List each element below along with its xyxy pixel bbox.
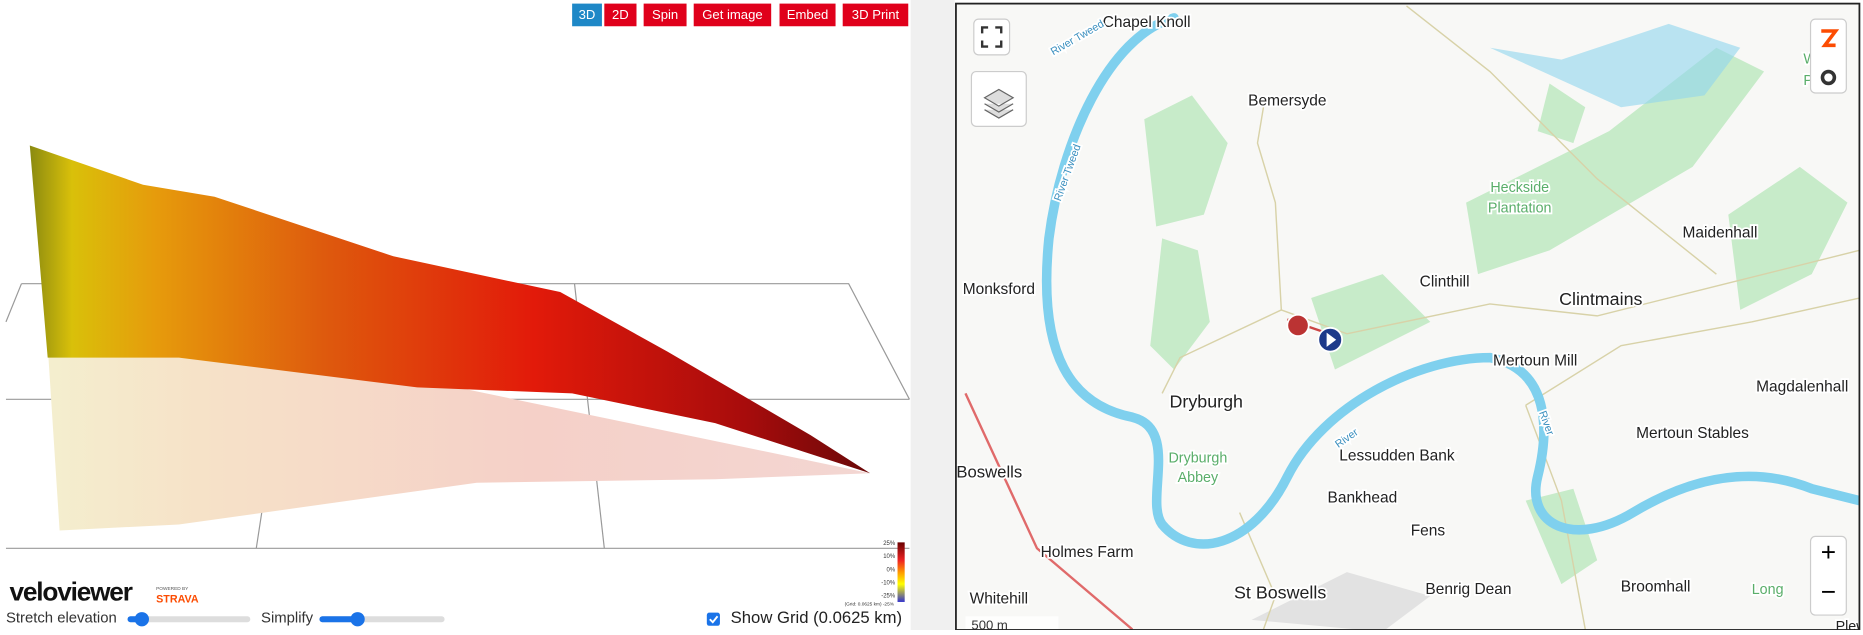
elevation-reflection <box>47 345 871 531</box>
town <box>1251 572 1431 630</box>
scale-bg <box>965 616 1059 630</box>
place-label: Clinthill <box>1420 274 1470 291</box>
toolbar-button-label: 3D <box>579 7 596 22</box>
toolbar-button-label: Embed <box>787 7 829 22</box>
toolbar-button[interactable] <box>693 3 772 27</box>
toolbar-button-label: Get image <box>702 7 762 22</box>
place-label: Dryburgh <box>1168 451 1227 467</box>
place-label: Plew <box>1836 619 1863 630</box>
strava-button[interactable] <box>1821 29 1840 48</box>
toolbar: 3D 2D Spin Get image Embed 3D Print <box>572 3 909 27</box>
place-label: Boswells <box>956 463 1022 482</box>
legend-label: -25% <box>881 594 896 600</box>
place-label: Magdalenhall <box>1756 379 1848 396</box>
legend: 25% 10% 0% -10% -25% <box>881 541 896 599</box>
stretch-slider[interactable] <box>134 612 149 627</box>
divider <box>910 0 955 630</box>
place-label: Long <box>1752 582 1784 598</box>
place-label: Bemersyde <box>1248 92 1326 109</box>
map-tools <box>1809 18 1847 94</box>
show-grid-label: Show Grid (0.0625 km) <box>731 608 902 627</box>
place-label: Fens <box>1411 523 1446 540</box>
river <box>1041 13 1860 549</box>
check-mark <box>709 615 719 624</box>
place-label: Chapel Knoll <box>1103 14 1191 31</box>
legend-label: 10% <box>883 554 896 560</box>
logo: veloviewer <box>10 577 133 607</box>
woodland <box>1144 47 1848 585</box>
place-label: Clintmains <box>1559 289 1642 309</box>
legend-label: 0% <box>887 567 896 573</box>
grid-checkbox[interactable] <box>706 612 720 626</box>
place-label: Abbey <box>1178 470 1219 486</box>
toolbar-button[interactable] <box>643 3 687 27</box>
main-road <box>964 392 1134 630</box>
place-label: Mertoun Stables <box>1636 425 1749 442</box>
elevation-profile <box>29 145 871 474</box>
legend-label: -10% <box>881 580 896 586</box>
slider-track <box>127 616 251 623</box>
place-label: Maidenhall <box>1683 225 1758 242</box>
place-label: Bankhead <box>1328 489 1398 506</box>
scale-label: 500 m <box>971 617 1008 630</box>
toolbar-button[interactable] <box>842 3 909 27</box>
zoom-out[interactable]: − <box>1821 577 1836 607</box>
gradient-bar <box>897 542 905 602</box>
layers-icon <box>983 88 1015 119</box>
toolbar-button[interactable] <box>572 3 602 27</box>
place-label: Broomhall <box>1621 579 1691 596</box>
simplify-slider[interactable] <box>350 612 365 627</box>
legend-note: (Grid: 0.0625 km) -25% <box>845 602 895 608</box>
zoom-control <box>1809 535 1847 616</box>
strava: STRAVA <box>156 593 199 605</box>
map: Chapel Knoll Bemersyde Monksford Clinthill C… <box>956 3 1863 630</box>
toolbar-button-label: Spin <box>652 7 678 22</box>
place-label: Dryburgh <box>1170 392 1243 412</box>
zoom-in[interactable]: + <box>1821 537 1836 567</box>
roads <box>1161 5 1860 630</box>
settings-button[interactable] <box>1820 69 1837 86</box>
powered-by: POWERED BY <box>156 586 189 592</box>
place-label: Monksford <box>963 281 1035 298</box>
place-label: Plantation <box>1488 200 1552 216</box>
stretch-label: Stretch elevation <box>6 611 117 627</box>
toolbar-button[interactable] <box>604 3 637 27</box>
fullscreen-icon <box>980 26 1003 48</box>
fullscreen-button[interactable] <box>973 18 1011 56</box>
place-label: Heckside <box>1490 180 1549 196</box>
place-label: Mertoun Mill <box>1493 352 1577 369</box>
place-label: Benrig Dean <box>1425 581 1511 598</box>
legend-label: 25% <box>883 541 896 547</box>
toolbar-button-label: 3D Print <box>852 7 900 22</box>
toolbar-button-label: 2D <box>612 7 629 22</box>
place-label: Whitehill <box>970 591 1029 608</box>
place-label: St Boswells <box>1234 582 1326 602</box>
lake <box>1489 23 1741 108</box>
finish-marker <box>1286 313 1310 338</box>
toolbar-button[interactable] <box>779 3 836 27</box>
slider-fill <box>319 616 358 623</box>
play-icon <box>1326 332 1337 347</box>
simplify-label: Simplify <box>261 611 314 627</box>
place-label: Lessudden Bank <box>1339 448 1455 465</box>
place-label: Holmes Farm <box>1041 544 1134 561</box>
